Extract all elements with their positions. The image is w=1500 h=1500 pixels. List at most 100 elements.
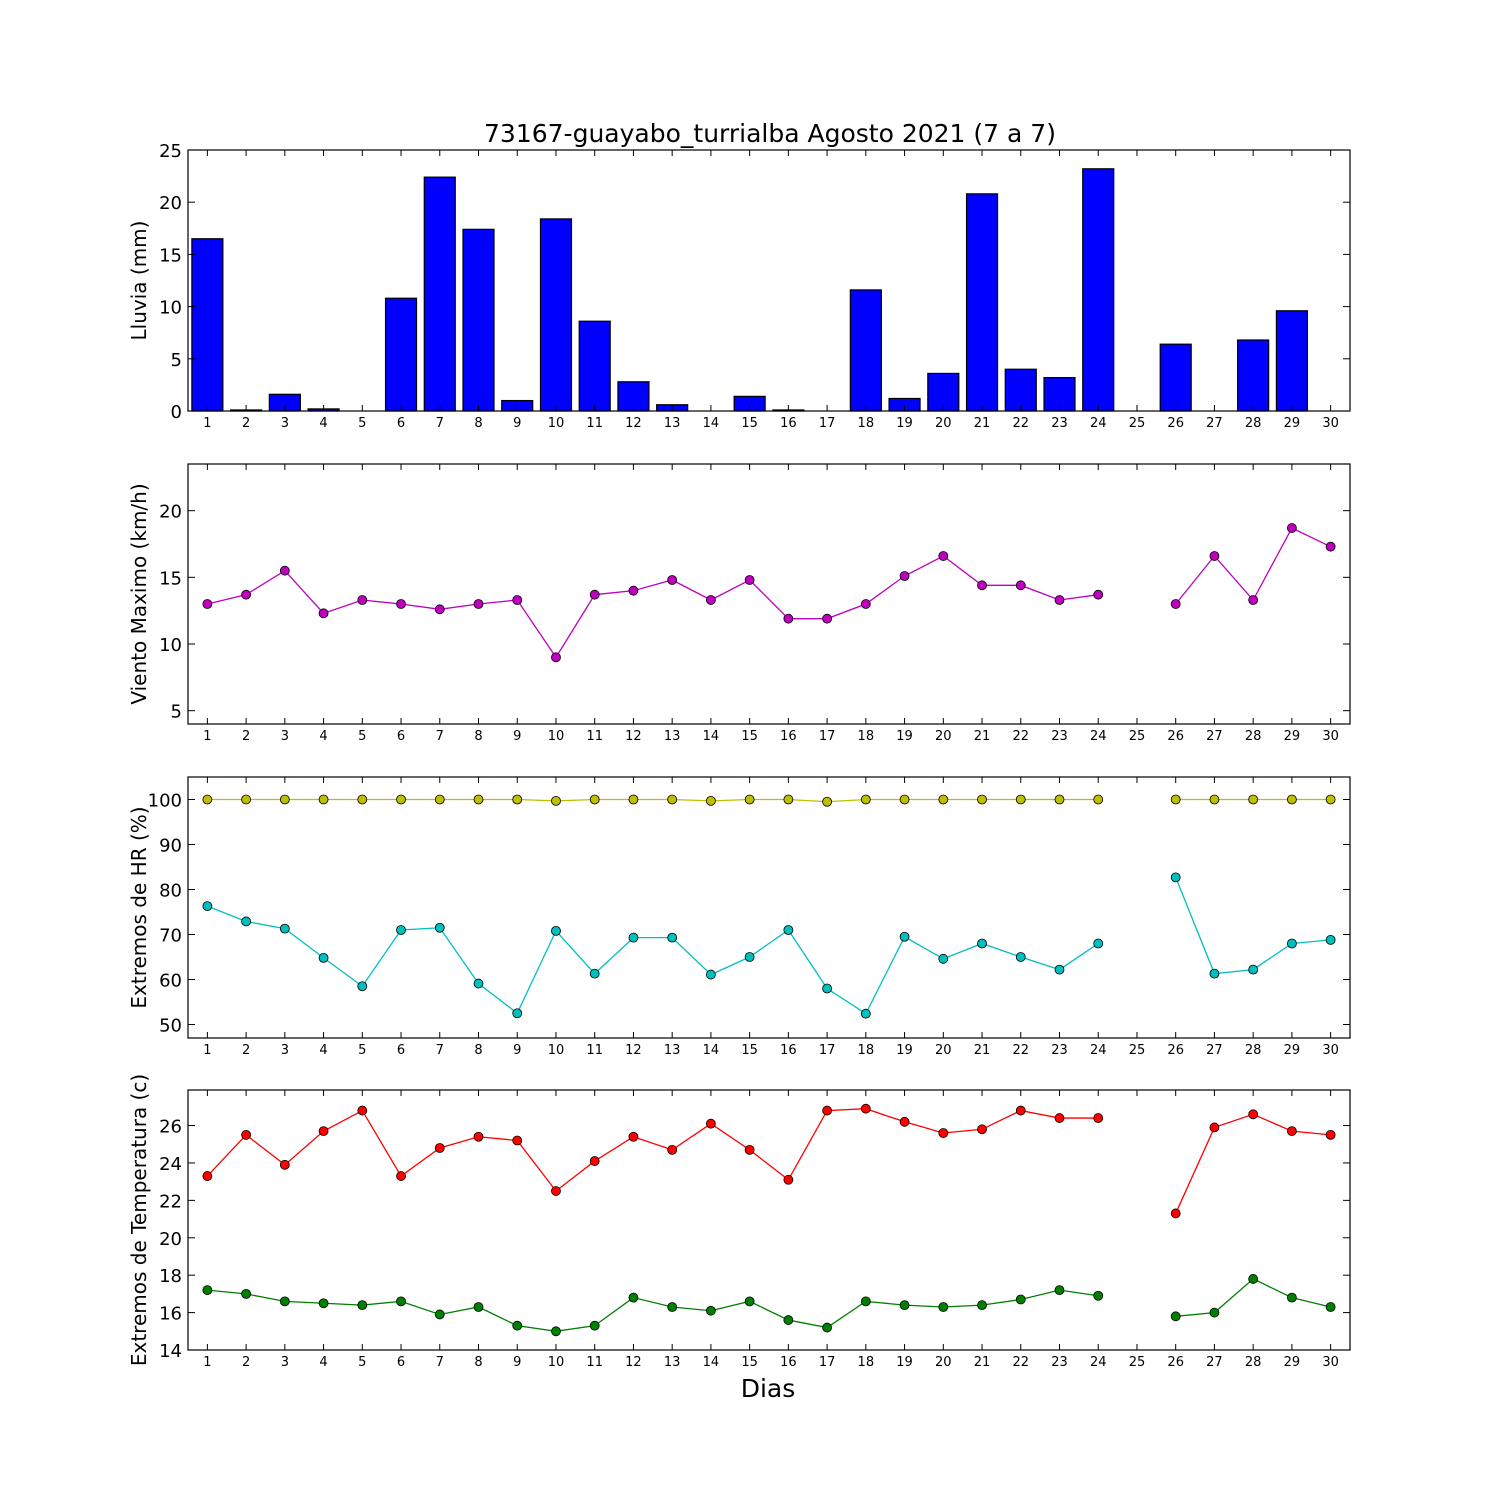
series-1-point-day-20 — [938, 794, 949, 805]
x-tick-label: 4 — [319, 416, 327, 431]
series-1-point-day-14 — [706, 1118, 716, 1129]
x-tick-label: 8 — [474, 1355, 482, 1370]
x-tick-label: 18 — [858, 1355, 875, 1370]
x-tick-label: 19 — [896, 1355, 913, 1370]
series-2-point-day-11 — [589, 968, 600, 979]
series-1-point-day-21 — [977, 1124, 987, 1135]
x-tick-label: 3 — [281, 729, 289, 744]
bar-day-18 — [849, 289, 882, 412]
series-1-point-day-4 — [318, 794, 329, 805]
x-tick-label: 26 — [1167, 1043, 1184, 1058]
series-2-point-day-16 — [783, 1315, 794, 1325]
series-1-point-day-4 — [318, 1126, 329, 1137]
x-tick-label: 3 — [281, 1355, 289, 1370]
chart-title: 73167-guayabo_turrialba Agosto 2021 (7 a… — [484, 119, 1056, 148]
x-tick-label: 24 — [1090, 416, 1107, 431]
x-tick-label: 14 — [703, 729, 720, 744]
x-tick-label: 12 — [625, 729, 642, 744]
series-2-point-day-8 — [473, 1302, 484, 1312]
x-tick-label: 23 — [1051, 1043, 1068, 1058]
x-tick-label: 17 — [819, 1355, 836, 1370]
series-1-line-segment-1 — [206, 1108, 1099, 1192]
series-1-point-day-13 — [667, 794, 678, 805]
y-tick-label: 70 — [159, 926, 182, 947]
x-tick-label: 28 — [1245, 1355, 1262, 1370]
series-1-point-day-15 — [744, 575, 755, 585]
x-tick-label: 24 — [1090, 729, 1107, 744]
y-tick-label: 100 — [148, 791, 182, 812]
y-tick-label: 14 — [159, 1341, 182, 1362]
series-1-point-day-28 — [1248, 1109, 1259, 1120]
series-2-point-day-7 — [434, 922, 445, 933]
series-1-point-day-23 — [1054, 1113, 1065, 1123]
x-tick-label: 4 — [319, 1043, 327, 1058]
series-2-line-segment-1 — [207, 905, 1099, 1015]
x-tick-label: 4 — [319, 1355, 327, 1370]
x-tick-label: 5 — [358, 729, 366, 744]
x-tick-label: 24 — [1090, 1355, 1107, 1370]
x-tick-label: 13 — [664, 1043, 681, 1058]
series-2-point-day-10 — [551, 926, 561, 936]
x-tick-label: 26 — [1167, 729, 1184, 744]
series-1-point-day-17 — [822, 1105, 832, 1116]
series-1-point-day-21 — [977, 580, 987, 591]
series-2-point-day-13 — [667, 1302, 678, 1312]
y-tick-label: 16 — [159, 1304, 182, 1325]
x-tick-label: 5 — [358, 1043, 366, 1058]
bar-day-24 — [1082, 168, 1115, 412]
x-tick-label: 8 — [474, 729, 482, 744]
series-1-point-day-29 — [1287, 1126, 1297, 1137]
series-1-point-day-17 — [822, 796, 832, 807]
series-1-point-day-12 — [628, 1131, 639, 1142]
series-2-point-day-20 — [938, 1302, 949, 1312]
series-1-point-day-11 — [589, 1156, 600, 1166]
y-tick-label: 80 — [159, 881, 182, 902]
series-2-point-day-3 — [279, 1296, 290, 1307]
series-1-point-day-8 — [473, 599, 484, 609]
series-2-point-day-24 — [1093, 1290, 1104, 1301]
x-tick-label: 1 — [203, 416, 211, 431]
series-2-point-day-6 — [396, 925, 406, 935]
series-1-point-day-24 — [1093, 589, 1104, 600]
bar-day-29 — [1275, 310, 1309, 412]
y-tick-label: 20 — [159, 1229, 182, 1250]
x-tick-label: 22 — [1012, 416, 1029, 431]
x-tick-label: 11 — [586, 1355, 603, 1370]
series-1-point-day-15 — [744, 794, 755, 805]
series-1-point-day-19 — [899, 571, 910, 581]
x-tick-label: 30 — [1322, 1355, 1339, 1370]
series-2-point-day-22 — [1015, 952, 1026, 962]
series-1-point-day-10 — [551, 652, 561, 663]
bar-day-21 — [965, 193, 999, 412]
y-axis-label: Extremos de Temperatura (c) — [127, 1074, 151, 1366]
series-2-point-day-10 — [551, 1326, 561, 1337]
series-1-point-day-7 — [434, 604, 445, 615]
x-tick-label: 9 — [513, 729, 521, 744]
series-2-point-day-13 — [667, 932, 678, 943]
x-tick-label: 21 — [974, 1043, 991, 1058]
x-tick-label: 15 — [741, 1355, 758, 1370]
x-tick-label: 29 — [1284, 729, 1301, 744]
bar-day-8 — [462, 228, 495, 412]
series-1-point-day-6 — [396, 599, 406, 609]
series-1-point-day-24 — [1093, 794, 1104, 805]
series-1-point-day-9 — [512, 595, 523, 605]
x-axis-label: Dias — [741, 1374, 796, 1403]
x-tick-label: 29 — [1284, 416, 1301, 431]
series-1-point-day-17 — [822, 613, 832, 624]
x-tick-label: 27 — [1206, 1355, 1223, 1370]
series-1-point-day-5 — [357, 794, 368, 805]
y-tick-label: 0 — [171, 402, 182, 423]
x-tick-label: 17 — [819, 416, 836, 431]
x-tick-label: 29 — [1284, 1043, 1301, 1058]
x-tick-label: 22 — [1012, 1355, 1029, 1370]
x-tick-label: 2 — [242, 416, 250, 431]
plot-frame — [187, 776, 1351, 1039]
x-tick-label: 3 — [281, 416, 289, 431]
x-tick-label: 14 — [703, 416, 720, 431]
series-2-point-day-20 — [938, 953, 949, 964]
series-1-point-day-24 — [1093, 1113, 1104, 1123]
x-tick-label: 18 — [858, 1043, 875, 1058]
